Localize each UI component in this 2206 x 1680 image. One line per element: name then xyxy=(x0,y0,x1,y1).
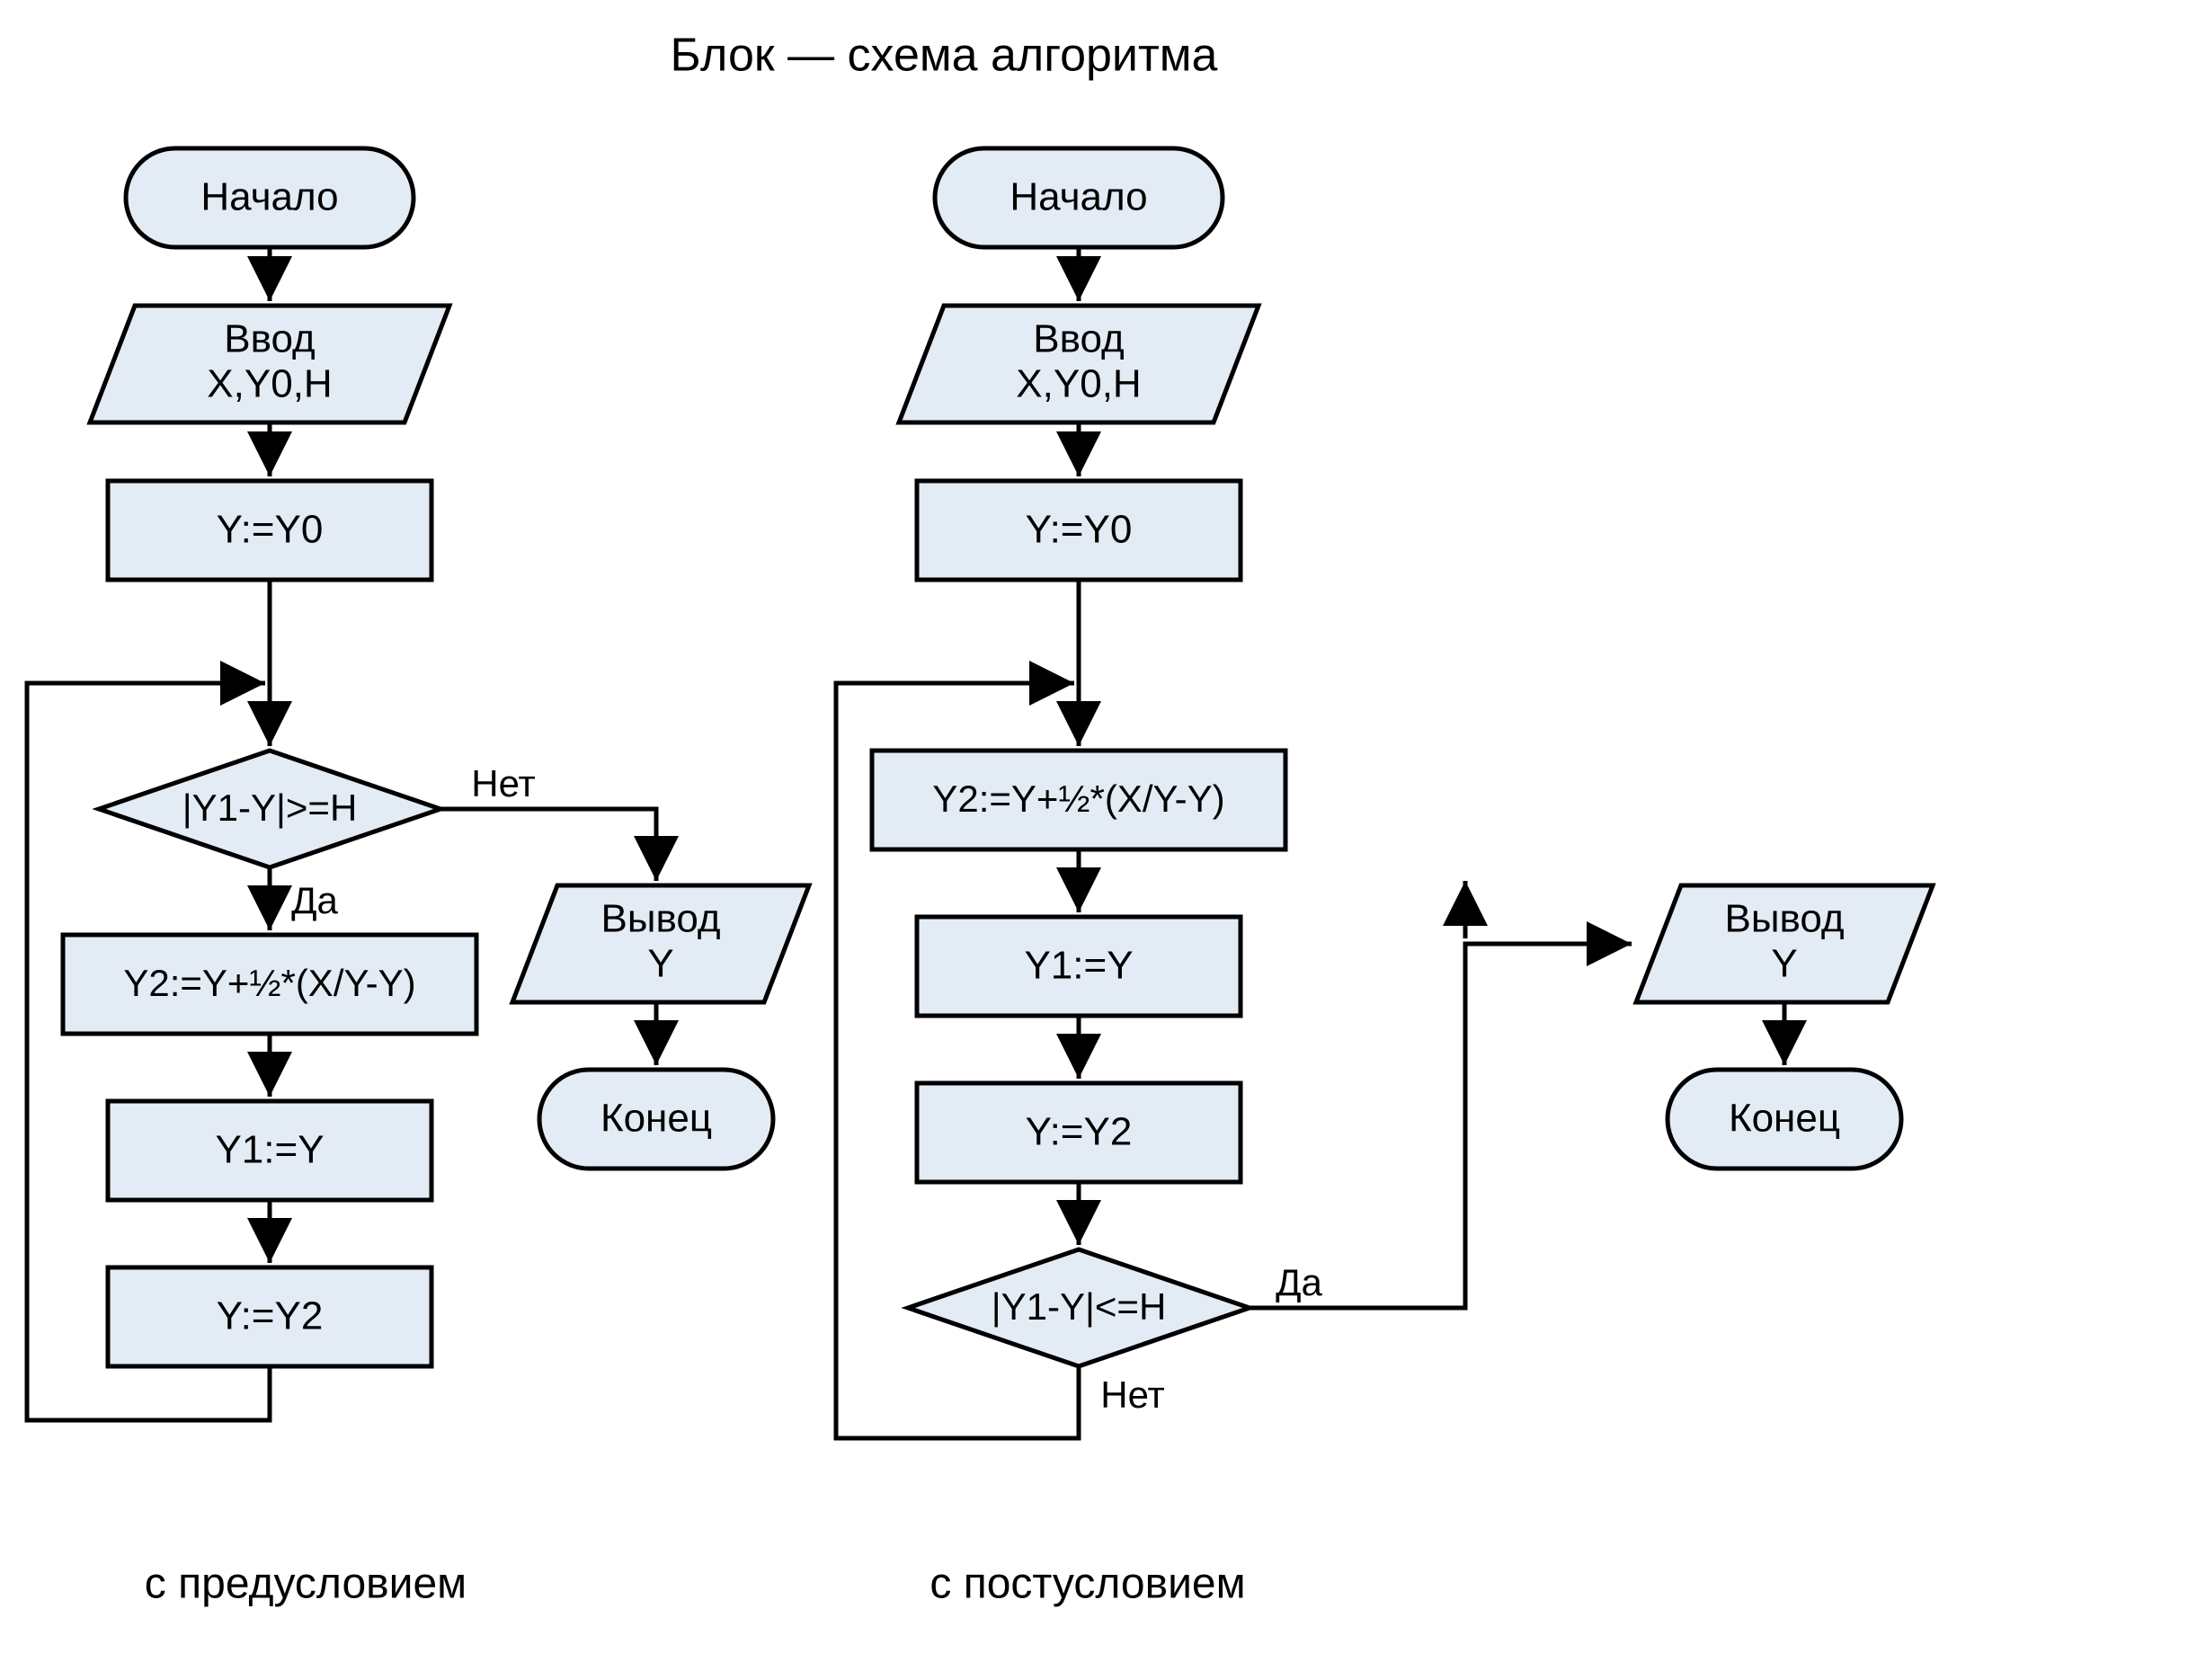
end-label: Конец xyxy=(1729,1097,1840,1141)
decision-label: |Y1-Y|<=H xyxy=(992,1285,1167,1328)
end-label: Конец xyxy=(600,1097,712,1141)
input-label-1: Ввод xyxy=(1033,317,1124,361)
proc4-label: Y:=Y2 xyxy=(217,1294,324,1338)
caption-left: с предусловием xyxy=(145,1560,467,1608)
arrow xyxy=(440,809,656,881)
arrow xyxy=(1250,881,1465,1308)
decision-no-label: Нет xyxy=(1100,1373,1165,1416)
flowchart-diagram: Блок — схема алгоритма Начало Ввод X,Y0,… xyxy=(0,0,2206,1680)
start-label: Начало xyxy=(1010,175,1147,219)
proc1-label: Y:=Y0 xyxy=(217,508,324,552)
diagram-title: Блок — схема алгоритма xyxy=(671,30,1218,82)
flowchart-right: Начало Ввод X,Y0,H Y:=Y0 Y2:=Y+½*(X/Y-Y)… xyxy=(836,148,1933,1608)
proc3-label: Y1:=Y xyxy=(215,1128,324,1172)
proc1-label: Y:=Y0 xyxy=(1026,508,1133,552)
start-label: Начало xyxy=(200,175,338,219)
input-label-2: X,Y0,H xyxy=(1016,362,1141,406)
decision-no-label: Нет xyxy=(471,762,536,804)
proc3-label: Y1:=Y xyxy=(1024,944,1133,988)
output-label-1: Вывод xyxy=(1724,897,1844,941)
output-label-2: Y xyxy=(1771,942,1797,986)
proc2-label: Y2:=Y+½*(X/Y-Y) xyxy=(123,962,415,1004)
output-label-1: Вывод xyxy=(600,897,720,941)
input-label-1: Ввод xyxy=(224,317,315,361)
caption-right: с постусловием xyxy=(930,1560,1245,1608)
output-label-2: Y xyxy=(647,942,673,986)
decision-yes-label: Да xyxy=(291,879,338,921)
input-label-2: X,Y0,H xyxy=(207,362,332,406)
proc2-label: Y2:=Y+½*(X/Y-Y) xyxy=(932,778,1224,820)
arrow xyxy=(1250,944,1632,1308)
proc4-label: Y:=Y2 xyxy=(1026,1110,1133,1154)
flowchart-left: Начало Ввод X,Y0,H Y:=Y0 |Y1-Y|>=H Нет Д… xyxy=(27,148,809,1608)
arrow-correction xyxy=(1250,944,1632,1308)
decision-yes-label: Да xyxy=(1276,1261,1322,1303)
decision-label: |Y1-Y|>=H xyxy=(182,787,358,829)
